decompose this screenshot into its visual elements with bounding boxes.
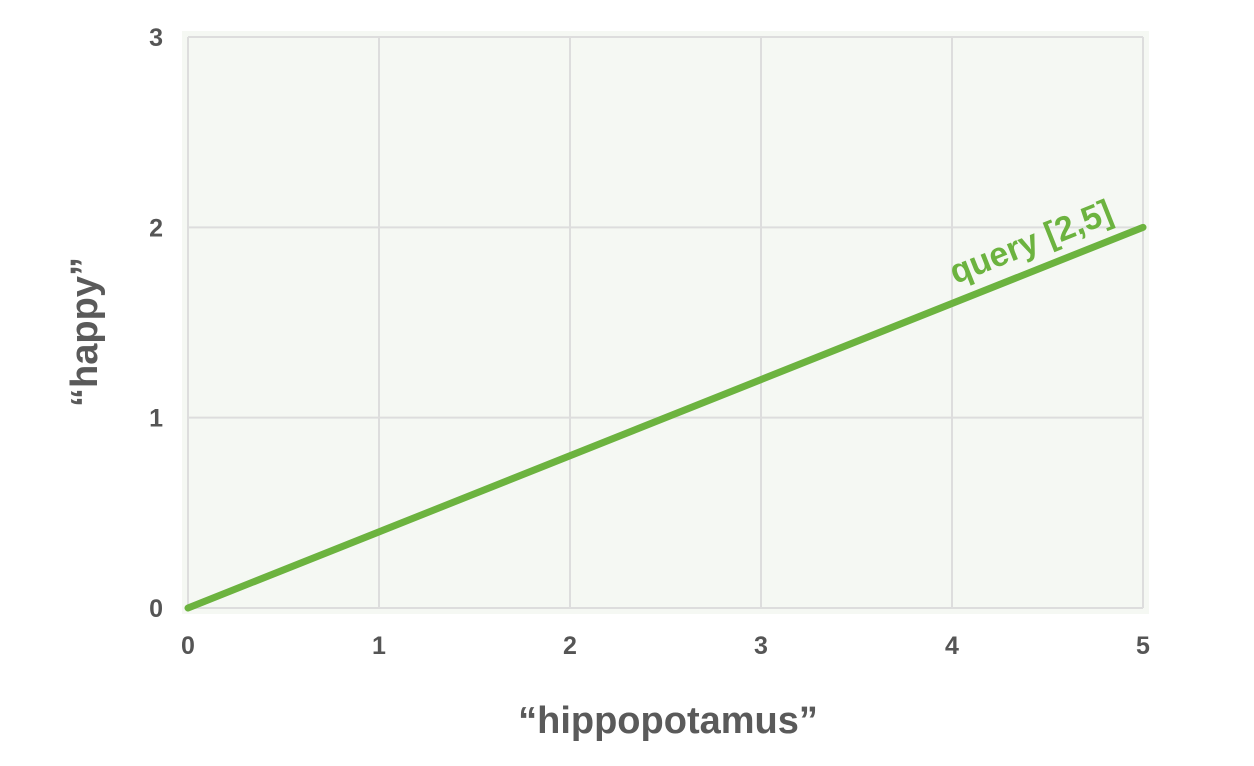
x-tick-label: 4 xyxy=(945,632,959,660)
plot-background xyxy=(182,31,1149,614)
x-tick-label: 2 xyxy=(563,632,577,660)
grid xyxy=(187,36,1144,609)
x-axis-ticks: 0 1 2 3 4 5 xyxy=(181,632,1150,660)
y-tick-label: 2 xyxy=(149,214,163,242)
y-tick-label: 1 xyxy=(149,405,163,433)
series-line xyxy=(184,223,1147,612)
x-tick-label: 5 xyxy=(1136,632,1150,660)
x-tick-label: 0 xyxy=(181,632,195,660)
y-tick-label: 3 xyxy=(149,24,163,52)
x-tick-label: 1 xyxy=(372,632,386,660)
y-tick-label: 0 xyxy=(149,595,163,623)
y-axis-title: “happy” xyxy=(64,257,106,407)
y-axis-ticks: 0 1 2 3 xyxy=(149,24,163,623)
x-tick-label: 3 xyxy=(754,632,768,660)
x-axis-title: “hippopotamus” xyxy=(518,700,818,742)
